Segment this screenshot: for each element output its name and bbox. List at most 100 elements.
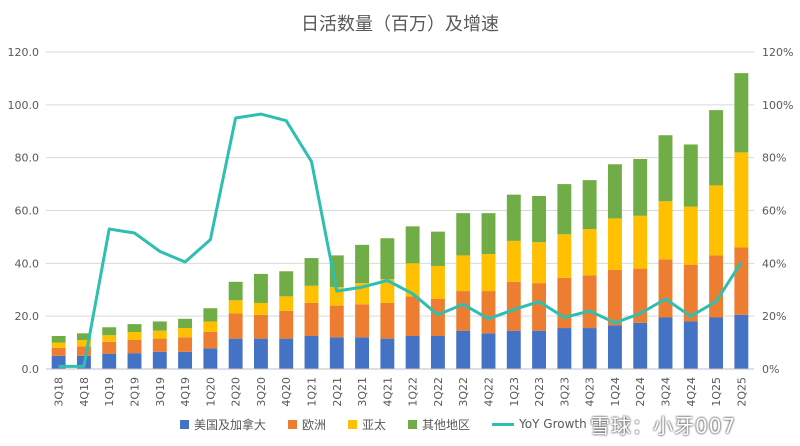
x-tick-label: 1Q19 (103, 377, 116, 407)
bar (102, 327, 117, 336)
bar (481, 254, 496, 292)
bar (557, 328, 572, 369)
bar (607, 218, 622, 270)
y-tick-label: 0.0 (22, 363, 40, 376)
y2-tick-label: 0% (762, 363, 779, 376)
bar (380, 279, 395, 303)
y2-tick-label: 60% (762, 205, 786, 218)
bar (102, 341, 117, 354)
x-tick-label: 1Q25 (710, 377, 723, 407)
growth-line (58, 112, 743, 368)
bar (178, 318, 193, 329)
y-tick-label: 40.0 (15, 257, 40, 270)
bar (532, 195, 547, 243)
bar (582, 275, 597, 329)
bar (456, 213, 471, 256)
bar (152, 338, 167, 352)
bar (380, 302, 395, 339)
bar (709, 317, 724, 369)
bar (203, 321, 218, 333)
bar (203, 308, 218, 322)
bar (557, 184, 572, 235)
x-tick-label: 2Q25 (735, 377, 748, 407)
bar (633, 215, 648, 269)
legend-line-swatch (492, 422, 515, 426)
x-tick-label: 4Q21 (381, 377, 394, 407)
x-tick-label: 3Q23 (558, 377, 571, 407)
bar (532, 330, 547, 369)
x-tick-label: 3Q18 (53, 377, 66, 407)
bar (329, 305, 344, 338)
bar (709, 110, 724, 186)
x-tick-label: 3Q24 (660, 377, 673, 407)
legend-label: 欧洲 (302, 417, 327, 432)
bar (709, 255, 724, 318)
bar (658, 201, 673, 260)
bar (380, 338, 395, 369)
x-tick-label: 4Q24 (685, 377, 698, 407)
bar (228, 300, 243, 314)
bar (405, 263, 420, 297)
bar (102, 353, 117, 369)
bar (481, 333, 496, 369)
x-tick-label: 1Q24 (609, 377, 622, 407)
bar (51, 347, 66, 356)
bar (405, 335, 420, 369)
bar (532, 242, 547, 284)
y2-tick-label: 20% (762, 310, 786, 323)
bar (253, 302, 268, 315)
bar (683, 321, 698, 369)
legend-item: 欧洲 (288, 416, 326, 433)
bar (683, 144, 698, 207)
y2-tick-label: 100% (762, 99, 793, 112)
bar (683, 264, 698, 322)
legend-item: 其他地区 (408, 416, 470, 433)
y2-tick-label: 40% (762, 257, 786, 270)
bar (127, 353, 142, 369)
bar (430, 231, 445, 266)
bar (380, 238, 395, 280)
y2-tick-label: 120% (762, 46, 793, 59)
bar (228, 281, 243, 301)
bar (481, 213, 496, 255)
bar (127, 324, 142, 333)
x-tick-label: 1Q22 (407, 377, 420, 407)
x-tick-label: 4Q19 (179, 377, 192, 407)
bar (658, 259, 673, 318)
y-tick-label: 80.0 (15, 152, 40, 165)
bar (557, 234, 572, 278)
bar (355, 304, 370, 338)
x-tick-label: 2Q22 (432, 377, 445, 407)
legend-swatch (408, 419, 418, 429)
x-tick-label: 3Q21 (356, 377, 369, 407)
bar (633, 268, 648, 323)
legend-swatch (348, 419, 358, 429)
bar (178, 351, 193, 369)
bar (481, 291, 496, 334)
bar (506, 240, 521, 282)
watermark: 雪球：小牙007 (590, 414, 737, 438)
bar (633, 158, 648, 216)
bar (51, 342, 66, 348)
bar (304, 335, 319, 369)
legend-swatch (180, 419, 189, 429)
bar (203, 332, 218, 349)
x-tick-label: 4Q18 (78, 377, 91, 407)
bar (506, 194, 521, 241)
x-tick-label: 2Q21 (331, 377, 344, 407)
bar (532, 283, 547, 331)
legend-swatch (288, 419, 298, 429)
bar (253, 273, 268, 303)
bar (76, 346, 91, 356)
y-tick-label: 120.0 (8, 46, 40, 59)
bar (102, 335, 117, 342)
bar (734, 152, 749, 248)
x-tick-label: 2Q23 (533, 377, 546, 407)
bar (456, 330, 471, 369)
y-tick-label: 100.0 (8, 99, 40, 112)
bar (734, 314, 749, 369)
y-tick-label: 20.0 (15, 310, 40, 323)
bar (253, 338, 268, 369)
bar (279, 310, 294, 339)
